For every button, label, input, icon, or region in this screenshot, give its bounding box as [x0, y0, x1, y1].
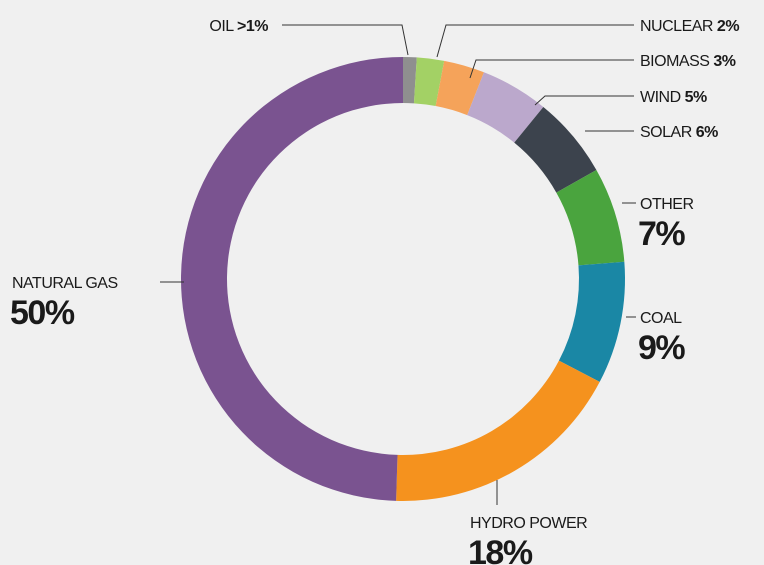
leader-line [282, 24, 409, 56]
slice-value: 50% [10, 294, 75, 332]
slice-value: 7% [638, 215, 685, 253]
slice [403, 57, 417, 104]
slice-value: 3% [713, 53, 735, 70]
slice-label: NATURAL GAS [12, 275, 118, 292]
slice-value: 9% [638, 329, 685, 367]
slice-label: BIOMASS [640, 53, 709, 70]
slice [556, 169, 625, 266]
slice-label-group: SOLAR 6% [640, 124, 718, 141]
slice-value: 6% [696, 124, 718, 141]
leader-line [436, 24, 634, 58]
slice-label: WIND [640, 89, 681, 106]
slice [558, 261, 625, 382]
slice-label-group: WIND 5% [640, 89, 707, 106]
slice [413, 57, 445, 107]
slice-value: 5% [685, 89, 707, 106]
slice-label-group: BIOMASS 3% [640, 53, 736, 70]
slice-label: SOLAR [640, 124, 692, 141]
slice-label: NUCLEAR [640, 18, 713, 35]
leader-line [534, 95, 634, 106]
slice [396, 360, 600, 501]
slice-label: OTHER [640, 196, 694, 213]
slice-label: COAL [640, 310, 682, 327]
leader-line [469, 59, 634, 79]
slice-value: 18% [468, 534, 533, 565]
slice-value: 2% [717, 18, 739, 35]
slice-value: >1% [237, 18, 268, 35]
slice [180, 57, 403, 501]
slice-label: HYDRO POWER [470, 515, 587, 532]
slice [467, 72, 544, 143]
slice [514, 106, 597, 193]
slice-label-group: NUCLEAR 2% [640, 18, 739, 35]
slice-label-group: OIL >1% [209, 18, 268, 35]
slice [435, 60, 484, 116]
slice-label: OIL [209, 18, 234, 35]
